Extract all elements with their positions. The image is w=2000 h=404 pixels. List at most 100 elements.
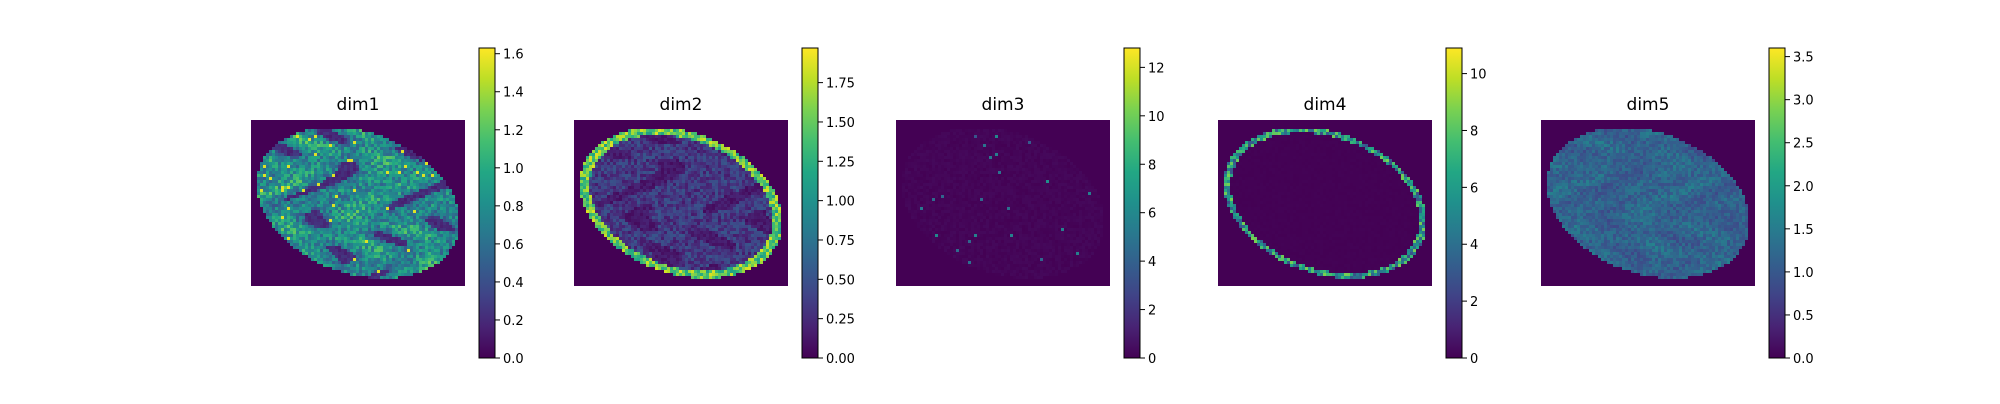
heatmap-cell: [685, 237, 688, 240]
heatmap-cell: [757, 255, 760, 258]
heatmap-cell: [628, 222, 631, 225]
heatmap-cell: [323, 141, 326, 144]
heatmap-cell: [371, 267, 374, 270]
heatmap-cell: [287, 162, 290, 165]
heatmap-cell: [284, 186, 287, 189]
heatmap-cell: [368, 246, 371, 249]
heatmap-cell: [341, 150, 344, 153]
heatmap-cell: [338, 246, 341, 249]
heatmap-cell: [257, 171, 260, 174]
heatmap-cell: [392, 234, 395, 237]
heatmap-cell: [443, 252, 446, 255]
heatmap-cell: [341, 189, 344, 192]
heatmap-cell: [664, 153, 667, 156]
heatmap-cell: [356, 222, 359, 225]
heatmap-cell: [583, 171, 586, 174]
heatmap-cell: [718, 186, 721, 189]
heatmap-cell: [410, 261, 413, 264]
heatmap-cell: [610, 138, 613, 141]
heatmap-cell: [670, 195, 673, 198]
heatmap-cell: [736, 222, 739, 225]
heatmap-cell: [706, 201, 709, 204]
heatmap-cell: [733, 240, 736, 243]
heatmap-cell: [317, 216, 320, 219]
heatmap-cell: [263, 207, 266, 210]
heatmap-cell: [694, 159, 697, 162]
heatmap-cell: [308, 177, 311, 180]
heatmap-cell: [392, 150, 395, 153]
heatmap-cell: [763, 216, 766, 219]
heatmap-cell: [610, 177, 613, 180]
heatmap-cell: [715, 189, 718, 192]
heatmap-cell: [350, 219, 353, 222]
heatmap-cell: [748, 171, 751, 174]
heatmap-cell: [607, 186, 610, 189]
heatmap-cell: [302, 156, 305, 159]
heatmap-cell: [413, 264, 416, 267]
heatmap-cell: [691, 147, 694, 150]
heatmap-cell: [772, 231, 775, 234]
heatmap-cell: [419, 207, 422, 210]
heatmap-cell: [652, 201, 655, 204]
heatmap-cell: [724, 231, 727, 234]
heatmap-cell: [419, 216, 422, 219]
heatmap-cell: [326, 159, 329, 162]
heatmap-cell: [700, 135, 703, 138]
heatmap-cell: [661, 210, 664, 213]
heatmap-cell: [302, 177, 305, 180]
heatmap-cell: [757, 192, 760, 195]
heatmap-cell: [667, 192, 670, 195]
heatmap-cell: [293, 192, 296, 195]
heatmap-cell: [356, 186, 359, 189]
heatmap-cell: [706, 252, 709, 255]
heatmap-cell: [601, 231, 604, 234]
heatmap-cell: [278, 147, 281, 150]
heatmap-cell: [694, 213, 697, 216]
heatmap-cell: [341, 219, 344, 222]
heatmap-cell: [374, 147, 377, 150]
heatmap-cell: [353, 129, 356, 132]
heatmap-cell: [640, 138, 643, 141]
heatmap-cell: [347, 207, 350, 210]
heatmap-cell: [688, 207, 691, 210]
heatmap-cell: [317, 249, 320, 252]
heatmap-cell: [311, 198, 314, 201]
heatmap-cell: [685, 144, 688, 147]
heatmap-cell: [673, 156, 676, 159]
heatmap-cell: [694, 132, 697, 135]
heatmap-cell: [362, 249, 365, 252]
heatmap-cell: [691, 189, 694, 192]
heatmap-cell: [670, 210, 673, 213]
heatmap-cell: [362, 273, 365, 276]
heatmap-cell: [326, 135, 329, 138]
heatmap-cell: [278, 204, 281, 207]
heatmap-cell: [278, 153, 281, 156]
heatmap-cell: [724, 165, 727, 168]
heatmap-cell: [308, 180, 311, 183]
heatmap-cell: [754, 225, 757, 228]
heatmap-cell: [607, 207, 610, 210]
heatmap-cell: [356, 192, 359, 195]
heatmap-cell: [760, 210, 763, 213]
heatmap-cell: [368, 165, 371, 168]
heatmap-cell: [269, 210, 272, 213]
heatmap-cell: [610, 168, 613, 171]
heatmap-cell: [628, 204, 631, 207]
heatmap-cell: [434, 240, 437, 243]
heatmap-cell: [673, 219, 676, 222]
heatmap-cell: [326, 237, 329, 240]
heatmap-cell: [625, 153, 628, 156]
heatmap-cell: [640, 225, 643, 228]
heatmap-cell: [601, 189, 604, 192]
heatmap-cell: [323, 231, 326, 234]
heatmap-cell: [721, 246, 724, 249]
heatmap-cell: [362, 225, 365, 228]
heatmap-cell: [715, 246, 718, 249]
heatmap-cell: [275, 150, 278, 153]
heatmap-cell: [401, 249, 404, 252]
heatmap-cell: [395, 237, 398, 240]
heatmap-cell: [676, 183, 679, 186]
heatmap-cell: [329, 255, 332, 258]
heatmap-cell: [631, 129, 634, 132]
heatmap-cell: [748, 201, 751, 204]
